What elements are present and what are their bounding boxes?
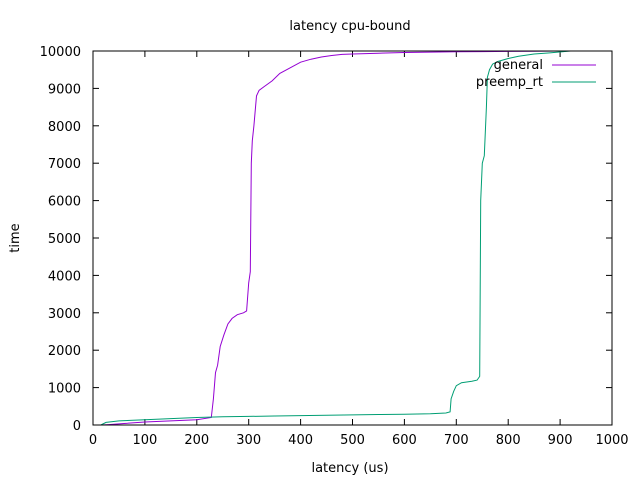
x-tick-label: 100: [132, 433, 157, 448]
y-tick-label: 2000: [48, 344, 81, 359]
x-tick-label: 500: [340, 433, 365, 448]
x-tick-label: 300: [236, 433, 261, 448]
x-tick-label: 800: [496, 433, 521, 448]
series-line-general: [100, 50, 561, 426]
chart-title: latency cpu-bound: [289, 19, 410, 34]
plot-area-border: [92, 50, 613, 426]
y-tick-label: 4000: [48, 269, 81, 284]
legend-label-preemp_rt: preemp_rt: [476, 75, 543, 90]
y-axis-label: time: [8, 223, 23, 252]
y-tick-label: 8000: [48, 120, 81, 135]
y-tick-label: 3000: [48, 307, 81, 322]
series-line-preemp_rt: [100, 50, 571, 426]
y-tick-label: 7000: [48, 157, 81, 172]
y-tick-label: 0: [73, 419, 81, 434]
x-tick-label: 600: [392, 433, 417, 448]
plot-lines: [100, 50, 571, 426]
x-tick-label: 0: [89, 433, 97, 448]
x-tick-label: 200: [184, 433, 209, 448]
x-tick-label: 400: [288, 433, 313, 448]
y-tick-label: 5000: [48, 232, 81, 247]
x-tick-label: 1000: [595, 433, 628, 448]
y-tick-label: 6000: [48, 195, 81, 210]
y-tick-label: 9000: [48, 82, 81, 97]
x-tick-label: 700: [444, 433, 469, 448]
axis-ticks: 0 100 200 300 400 500 600 700 800 900 100001000200…: [40, 45, 629, 448]
legend: general preemp_rt: [476, 58, 596, 90]
x-tick-label: 900: [548, 433, 573, 448]
x-axis-label: latency (us): [311, 461, 388, 476]
y-tick-label: 10000: [40, 45, 81, 60]
y-tick-label: 1000: [48, 382, 81, 397]
legend-label-general: general: [494, 58, 543, 73]
